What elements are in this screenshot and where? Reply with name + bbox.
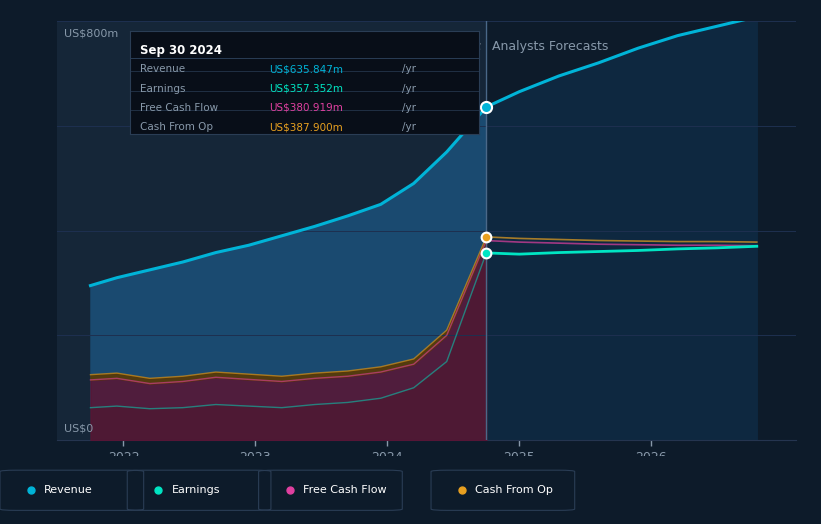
- Text: /yr: /yr: [402, 103, 416, 113]
- Text: Earnings: Earnings: [172, 485, 220, 495]
- Text: Past: Past: [451, 40, 481, 53]
- Text: /yr: /yr: [402, 64, 416, 74]
- Text: Sep 30 2024: Sep 30 2024: [140, 43, 222, 57]
- Text: Free Cash Flow: Free Cash Flow: [140, 103, 218, 113]
- Bar: [486, 21, 796, 440]
- Text: US$357.352m: US$357.352m: [269, 83, 343, 94]
- Text: US$0: US$0: [64, 424, 94, 434]
- Text: Revenue: Revenue: [44, 485, 93, 495]
- Text: /yr: /yr: [402, 83, 416, 94]
- Text: US$800m: US$800m: [64, 29, 118, 39]
- Bar: [57, 21, 486, 440]
- Text: Free Cash Flow: Free Cash Flow: [303, 485, 387, 495]
- Text: Cash From Op: Cash From Op: [140, 123, 213, 133]
- Text: Analysts Forecasts: Analysts Forecasts: [492, 40, 608, 53]
- Text: Earnings: Earnings: [140, 83, 186, 94]
- Text: US$635.847m: US$635.847m: [269, 64, 343, 74]
- Text: US$380.919m: US$380.919m: [269, 103, 343, 113]
- Text: Revenue: Revenue: [140, 64, 186, 74]
- Text: US$387.900m: US$387.900m: [269, 123, 343, 133]
- Text: Cash From Op: Cash From Op: [475, 485, 553, 495]
- Text: /yr: /yr: [402, 123, 416, 133]
